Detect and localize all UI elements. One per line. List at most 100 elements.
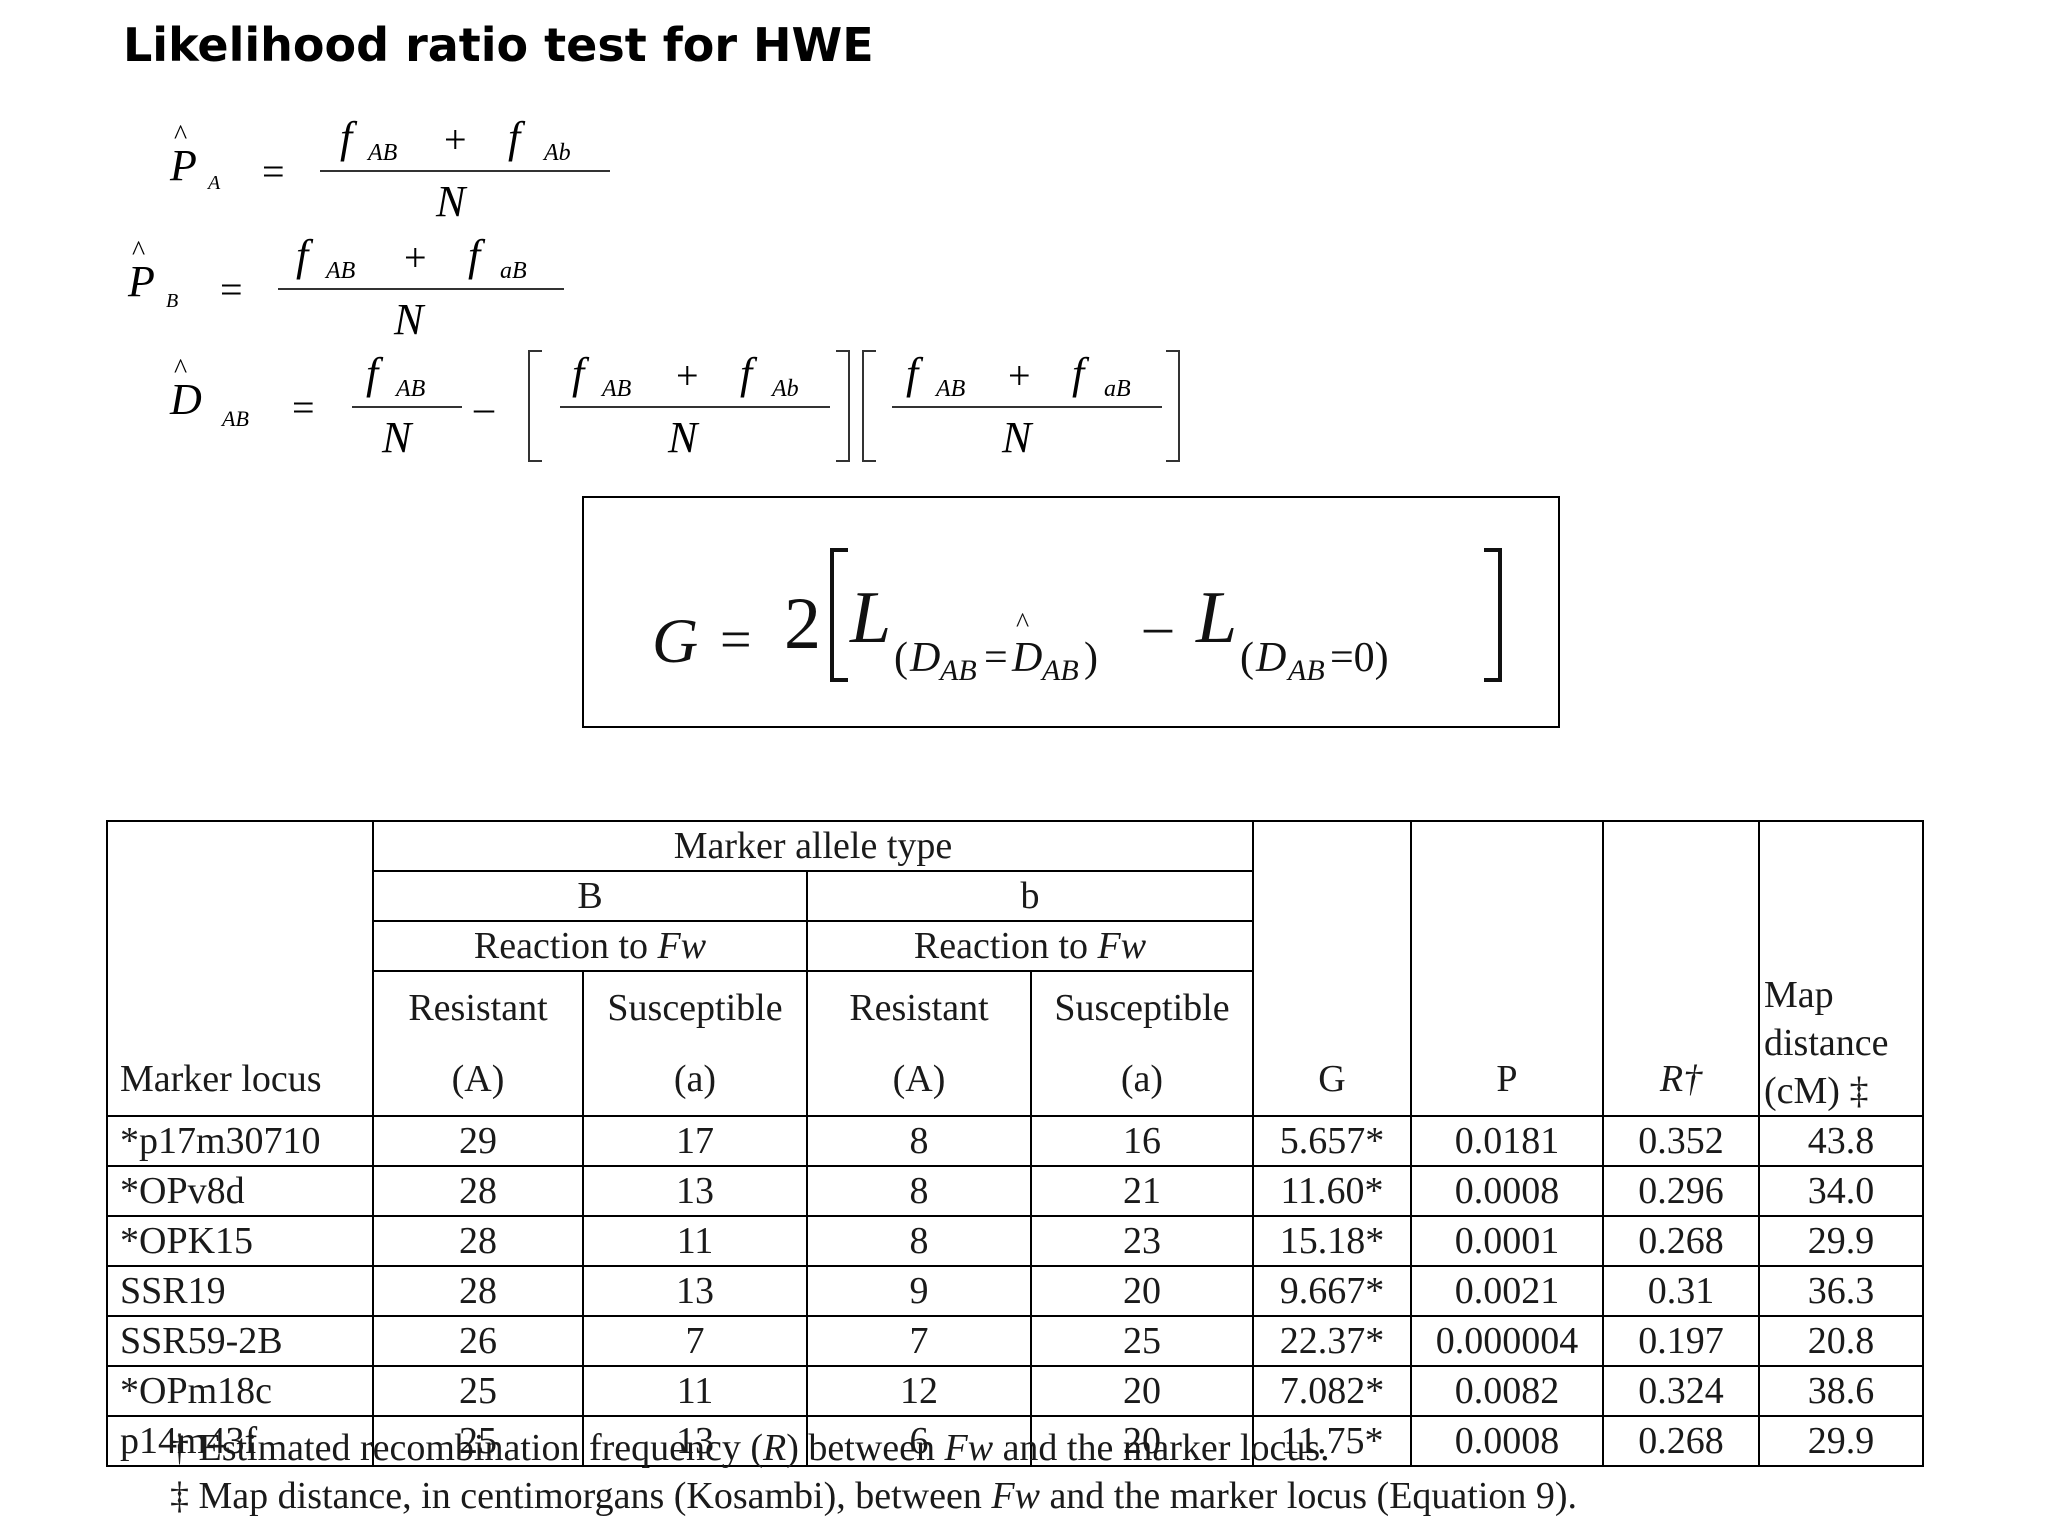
pa-num2: f [508,113,521,162]
footnote-2: ‡ Map distance, in centimorgans (Kosambi… [170,1475,1578,1517]
dab-t1-den: N [382,413,412,462]
cell-p: 0.0181 [1410,1115,1604,1167]
dab-t2-plus: + [676,353,699,398]
cell-map: 20.8 [1758,1315,1924,1367]
cell-sus-B: 7 [582,1315,808,1367]
header-susceptible-b: Susceptible [1030,970,1254,1044]
g-bracket-right [1484,548,1502,682]
dab-t2-sub2: Ab [772,376,799,402]
pb-num2-sub: aB [500,258,527,284]
map-header-spacer [1758,820,1924,971]
dab-t3-sub1: AB [936,376,966,402]
cell-res-b: 8 [806,1115,1032,1167]
cell-sus-B: 17 [582,1115,808,1167]
cell-r: 0.268 [1602,1215,1760,1267]
cell-g: 15.18* [1252,1215,1412,1267]
dab-t2-sub1: AB [602,376,632,402]
cell-map: 38.6 [1758,1365,1924,1417]
table-row: *OPv8d 28 13 8 21 11.60* 0.0008 0.296 34.0 [106,1165,1924,1217]
table-row: SSR59-2B 26 7 7 25 22.37* 0.000004 0.197 20.8 [106,1315,1924,1367]
header-reaction-B: Reaction to Fw [372,920,808,972]
p-header-spacer [1410,820,1604,1044]
table-row: *p17m30710 29 17 8 16 5.657* 0.0181 0.352 43.8 [106,1115,1924,1167]
cell-sus-B: 13 [582,1165,808,1217]
cell-r: 0.296 [1602,1165,1760,1217]
cell-sus-B: 13 [582,1265,808,1317]
cell-marker: SSR19 [106,1265,374,1317]
cell-sus-b: 21 [1030,1165,1254,1217]
header-a-b: (a) [1030,1043,1254,1117]
pb-num1-sub: AB [326,258,356,284]
cell-p: 0.000004 [1410,1315,1604,1367]
cell-sus-b: 20 [1030,1415,1254,1467]
dab-t2-line [560,406,830,408]
g-L1-close: ) [1084,635,1098,681]
cell-r: 0.324 [1602,1365,1760,1417]
table-row: SSR19 28 13 9 20 9.667* 0.0021 0.31 36.3 [106,1265,1924,1317]
table-row: *OPK15 28 11 8 23 15.18* 0.0001 0.268 29.9 [106,1215,1924,1267]
header-a-B: (a) [582,1043,808,1117]
g-eq: = [720,609,752,671]
cell-sus-b: 20 [1030,1365,1254,1417]
g-L2-open: ( [1240,635,1254,681]
cell-res-B: 28 [372,1265,584,1317]
cell-p: 0.0008 [1410,1415,1604,1467]
cell-res-B: 28 [372,1165,584,1217]
dab-bracket-2-left [862,350,876,462]
g-L2: L [1196,577,1238,659]
pa-num1: f [340,113,353,162]
cell-g: 11.75* [1252,1415,1412,1467]
dab-bracket-2-right [1166,350,1180,462]
g-statistic-box: G = 2 L ( D AB = D ^ AB ) – L ( D AB =0) [582,496,1560,728]
footnote-1: † Estimated recombination frequency (R) … [170,1427,1330,1469]
cell-res-b: 8 [806,1215,1032,1267]
cell-marker: *p17m30710 [106,1115,374,1167]
pb-lhs-sub: B [166,290,179,312]
dab-minus: – [474,385,494,430]
header-allele-B: B [372,870,808,922]
pb-plus: + [404,235,427,280]
cell-sus-b: 16 [1030,1115,1254,1167]
cell-sus-b: 20 [1030,1265,1254,1317]
header-map-distance: Map distance (cM) ‡ [1758,971,1924,1117]
cell-p: 0.0008 [1410,1165,1604,1217]
dab-t3-line [892,406,1162,408]
cell-r: 0.197 [1602,1315,1760,1367]
pb-hat: ^ [132,236,146,267]
cell-g: 22.37* [1252,1315,1412,1367]
g-L1-D2: D [1012,635,1043,681]
cell-res-B: 28 [372,1215,584,1267]
pa-fraction-line [320,170,610,172]
cell-sus-B: 11 [582,1215,808,1267]
pb-lhs: P [128,257,155,306]
pb-num2: f [468,231,481,280]
cell-res-b: 8 [806,1165,1032,1217]
header-susceptible-B: Susceptible [582,970,808,1044]
dab-t1-sub: AB [396,376,426,402]
cell-res-b: 12 [806,1365,1032,1417]
cell-p: 0.0082 [1410,1365,1604,1417]
cell-map: 29.9 [1758,1415,1924,1467]
dab-lhs: D [170,375,202,424]
cell-p: 0.0001 [1410,1215,1604,1267]
cell-map: 29.9 [1758,1215,1924,1267]
cell-map: 36.3 [1758,1265,1924,1317]
cell-sus-B: 11 [582,1365,808,1417]
cell-g: 11.60* [1252,1165,1412,1217]
dab-lhs-sub: AB [222,406,249,431]
cell-res-B: 25 [372,1365,584,1417]
cell-res-B: 29 [372,1115,584,1167]
cell-p: 0.0021 [1410,1265,1604,1317]
pa-plus: + [444,117,467,162]
cell-marker: *OPK15 [106,1215,374,1267]
header-A-B: (A) [372,1043,584,1117]
dab-eq: = [292,385,315,430]
g-L2-sub-ab: AB [1288,654,1325,687]
marker-table: Marker allele type B b Reaction to Fw Re… [106,820,1924,1467]
cell-res-b: 9 [806,1265,1032,1317]
pa-eq: = [262,149,285,194]
table-row: *OPm18c 25 11 12 20 7.082* 0.0082 0.324 38.6 [106,1365,1924,1417]
header-allele-b: b [806,870,1254,922]
header-A-b: (A) [806,1043,1032,1117]
g-header-spacer [1252,820,1412,1044]
